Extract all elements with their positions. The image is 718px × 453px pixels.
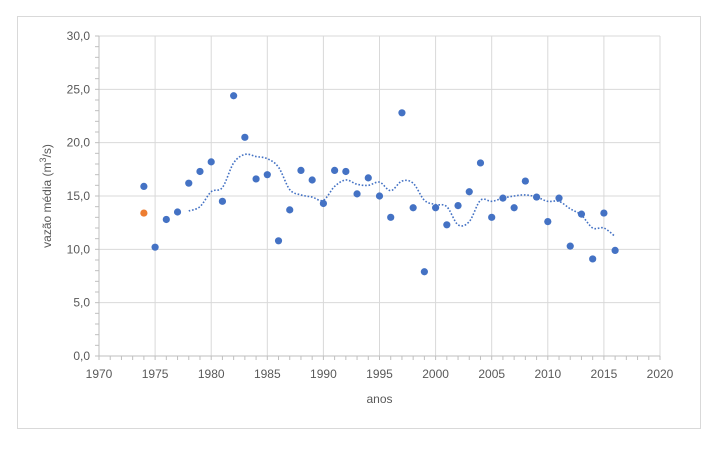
data-point [218, 197, 227, 205]
data-point [364, 174, 372, 182]
x-tick-label: 2010 [534, 367, 561, 381]
data-point [162, 215, 170, 224]
data-point [173, 208, 182, 216]
y-tick-label: 20,0 [67, 136, 91, 150]
y-axis-title-superscript: 3 [38, 157, 48, 162]
y-axis-title: vazão média (m3/s) [38, 144, 54, 248]
highlight-point [140, 209, 148, 217]
x-tick-labels: 1970 1975 1980 1985 1990 1995 2000 2005 2010 2015… [86, 367, 674, 381]
data-point [611, 246, 619, 254]
data-point [151, 243, 159, 251]
y-tick-label: 0,0 [73, 349, 90, 363]
data-point [375, 192, 384, 200]
data-point [297, 166, 305, 174]
data-point [274, 237, 283, 245]
data-point [196, 167, 204, 176]
data-point [230, 92, 238, 100]
data-point [409, 204, 417, 212]
data-point [353, 190, 361, 198]
data-point [499, 194, 507, 202]
x-tick-label: 1990 [310, 367, 337, 381]
data-point [263, 171, 271, 179]
data-point [185, 179, 193, 187]
data-point [342, 167, 350, 176]
x-tick-label: 1980 [198, 367, 225, 381]
data-point [308, 176, 316, 184]
x-tick-label: 2020 [647, 367, 674, 381]
data-point [532, 193, 541, 201]
data-point [566, 242, 574, 250]
data-point [488, 213, 496, 221]
data-point [589, 255, 597, 263]
data-point [600, 209, 608, 217]
data-points [140, 92, 619, 276]
x-tick-label: 2000 [422, 367, 449, 381]
x-tick-label: 1970 [86, 367, 113, 381]
data-point [387, 213, 395, 221]
data-point [465, 188, 473, 196]
moving-average-trend [188, 153, 616, 238]
x-tick-label: 2015 [591, 367, 618, 381]
gridlines [99, 35, 661, 356]
data-point [207, 158, 215, 166]
chart-frame [17, 16, 701, 429]
data-point [521, 177, 529, 185]
y-tick-label: 30,0 [67, 29, 91, 43]
x-tick-label: 1995 [366, 367, 393, 381]
data-point [476, 159, 485, 167]
data-point [443, 221, 451, 229]
x-axis-title: anos [366, 392, 392, 406]
data-point [286, 206, 294, 214]
y-tick-label: 15,0 [67, 189, 91, 203]
data-point [319, 199, 327, 208]
data-point [454, 202, 462, 210]
y-tick-labels: 0,0 5,0 10,0 15,0 20,0 25,0 30,0 [67, 29, 91, 363]
x-tick-label: 1985 [254, 367, 281, 381]
data-point [398, 109, 406, 117]
data-point [331, 166, 339, 174]
y-axis-title-main: vazão média (m [40, 162, 54, 247]
data-point [252, 175, 260, 183]
data-point [510, 204, 518, 212]
data-point [140, 182, 148, 190]
data-point [432, 204, 440, 212]
y-tick-label: 25,0 [67, 82, 91, 96]
trend-line [188, 153, 616, 238]
y-tick-label: 5,0 [73, 296, 90, 310]
y-tick-label: 10,0 [67, 242, 91, 256]
data-point [241, 133, 249, 141]
x-tick-label: 1975 [142, 367, 169, 381]
axes [95, 35, 661, 360]
x-tick-label: 2005 [478, 367, 505, 381]
data-point [555, 194, 563, 202]
data-point [420, 268, 428, 276]
data-point [544, 218, 552, 226]
y-axis-title-unit: /s) [40, 144, 54, 157]
data-point [577, 210, 586, 218]
